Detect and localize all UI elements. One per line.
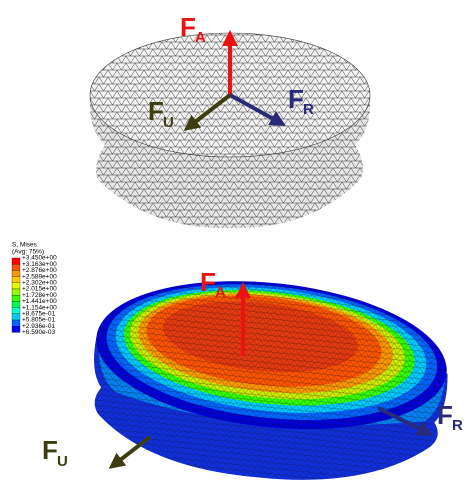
legend-swatch xyxy=(11,257,21,265)
force-symbol: F xyxy=(437,400,453,430)
legend-value: +3.163e+00 xyxy=(22,261,57,268)
legend-value: +1.441e+00 xyxy=(22,298,57,305)
legend-swatch xyxy=(11,319,21,327)
legend-swatch xyxy=(11,270,21,277)
legend-value: +2.015e+00 xyxy=(22,286,57,293)
force-subscript: A xyxy=(215,284,226,301)
legend: S, Mises (Avg: 75%) +3.450e+00+3.163e+00… xyxy=(11,242,57,336)
legend-value: +1.154e+00 xyxy=(22,304,57,311)
legend-value: +6.590e-03 xyxy=(22,329,55,336)
legend-value: +2.302e+00 xyxy=(22,280,57,287)
arrow-fr xyxy=(377,406,434,436)
legend-swatch xyxy=(11,276,21,283)
force-subscript: U xyxy=(57,453,68,470)
legend-swatch xyxy=(11,282,21,290)
force-symbol: F xyxy=(148,96,164,126)
contour-disk xyxy=(94,281,448,480)
legend-swatch xyxy=(11,264,21,271)
legend-value: +3.450e+00 xyxy=(22,255,57,262)
force-symbol: F xyxy=(42,435,58,465)
arrow-fr xyxy=(229,93,287,126)
legend-value: +2.936e-01 xyxy=(22,323,55,330)
legend-value: +2.589e+00 xyxy=(22,273,57,280)
legend-swatch xyxy=(11,326,21,333)
arrow-fu xyxy=(183,93,232,131)
legend-swatch xyxy=(11,295,21,302)
legend-swatch xyxy=(11,307,21,314)
force-subscript: U xyxy=(163,114,174,131)
force-symbol: F xyxy=(180,12,196,42)
force-subscript: R xyxy=(303,101,314,118)
arrow-fu xyxy=(108,435,152,469)
force-symbol: F xyxy=(288,84,304,114)
legend-subtitle: (Avg: 75%) xyxy=(12,249,44,256)
legend-value: +1.728e+00 xyxy=(22,292,57,299)
legend-swatch xyxy=(11,313,21,321)
force-subscript: R xyxy=(452,417,463,434)
legend-title: S, Mises xyxy=(12,242,38,249)
force-symbol: F xyxy=(200,267,216,297)
force-subscript: A xyxy=(195,29,206,46)
legend-value: +5.805e-01 xyxy=(22,317,55,324)
legend-value: +2.876e+00 xyxy=(22,267,57,274)
legend-swatch xyxy=(11,288,21,296)
legend-value: +8.675e-01 xyxy=(22,311,55,318)
legend-swatch xyxy=(11,301,21,308)
